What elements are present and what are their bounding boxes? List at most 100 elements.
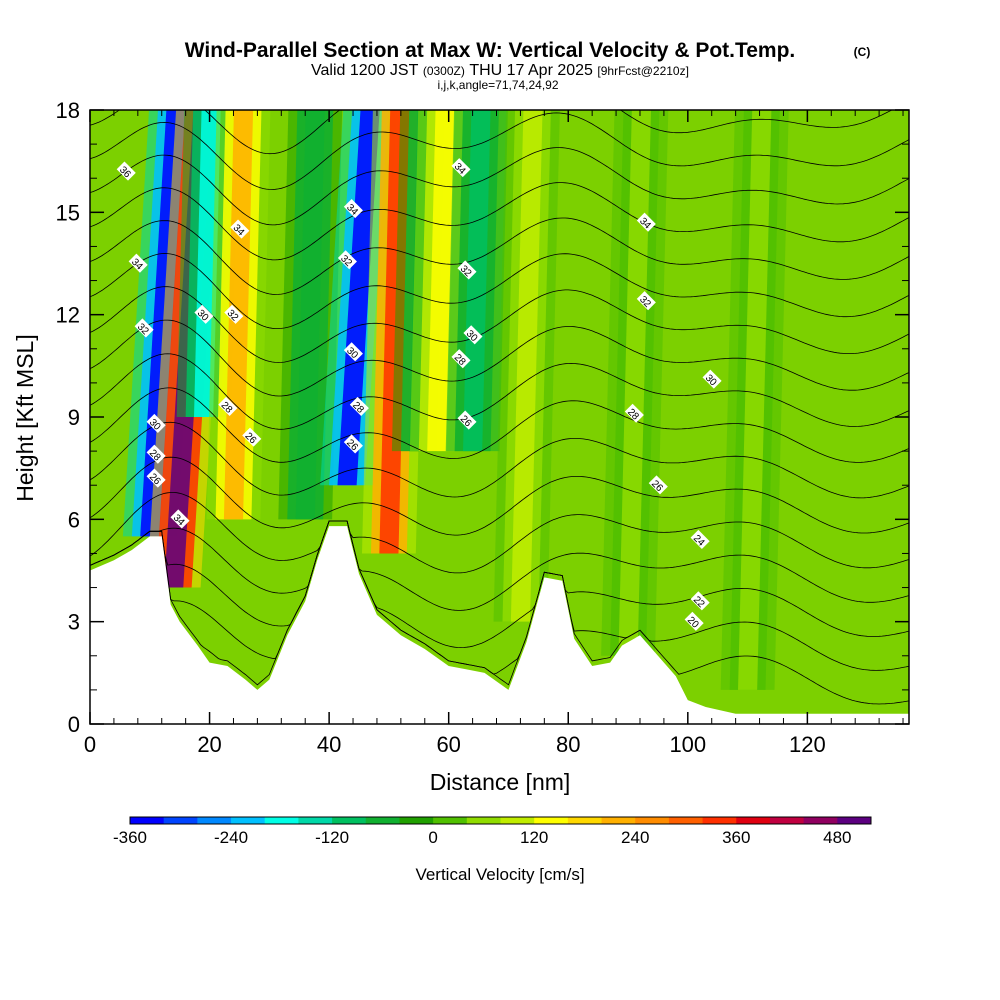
colorbar-tick-label: 120	[520, 828, 548, 847]
contour-label-bg	[624, 403, 644, 423]
y-tick-label: 18	[56, 98, 80, 123]
colorbar-swatch	[231, 817, 266, 824]
colorbar-swatch	[130, 817, 165, 824]
contour-label-bg	[690, 529, 710, 549]
contour-label-bg	[636, 291, 656, 311]
theta-contour	[90, 110, 893, 155]
contour-label-bg	[702, 369, 722, 389]
y-axis-label: Height [Kft MSL]	[12, 334, 38, 501]
copyright-mark: (C)	[854, 45, 871, 59]
x-axis-label: Distance [nm]	[430, 769, 571, 795]
contour-label-bg	[684, 611, 704, 631]
terrain	[90, 526, 909, 724]
colorbar-tick-label: 480	[823, 828, 851, 847]
theta-contours	[90, 110, 909, 705]
theta-contour	[90, 520, 909, 675]
contour-label-bg	[457, 260, 477, 280]
theta-contour	[90, 319, 909, 397]
colorbar-tick-label: -360	[113, 828, 147, 847]
colorbar-swatch	[702, 817, 737, 824]
theta-contour	[90, 387, 909, 463]
colorbar-title: Vertical Velocity [cm/s]	[415, 865, 584, 884]
theta-contour	[90, 217, 909, 295]
contour-labels: 3634323028263434323028263432302826343230…	[116, 158, 722, 631]
theta-contour	[90, 353, 909, 430]
colorbar-swatch	[500, 817, 535, 824]
velocity-band	[337, 110, 380, 486]
contour-label-bg	[690, 591, 710, 611]
contour-label-bg	[451, 158, 471, 178]
contour-label-bg	[457, 410, 477, 430]
contour-label-bg	[349, 396, 369, 416]
contour-label-bg	[146, 444, 166, 464]
colorbar-labels: -360 -240 -120 0 120 240 360 480	[113, 828, 852, 847]
velocity-bands	[122, 110, 789, 690]
colorbar-tick-label: 360	[722, 828, 750, 847]
chart-title: Wind-Parallel Section at Max W: Vertical…	[185, 39, 796, 62]
contour-label-bg	[343, 434, 363, 454]
colorbar	[129, 816, 872, 825]
colorbar-swatch	[433, 817, 468, 824]
contour-label-bg	[146, 413, 166, 434]
velocity-band	[738, 110, 772, 690]
y-tick-label: 0	[68, 712, 80, 737]
contour-label-bg	[194, 304, 214, 324]
colorbar-swatch	[466, 817, 501, 824]
colorbar-swatch	[601, 817, 636, 824]
theta-contour	[90, 147, 909, 226]
x-tick-label: 120	[789, 732, 826, 757]
colorbar-tick-label: -240	[214, 828, 248, 847]
theta-contour	[90, 492, 909, 574]
contour-label-bg	[230, 219, 250, 239]
theta-contour	[90, 456, 909, 536]
x-tick-label: 40	[317, 732, 341, 757]
contour-label-bg	[170, 509, 190, 529]
velocity-band	[510, 110, 543, 622]
chart-index-line: i,j,k,angle=71,74,24,92	[437, 78, 558, 92]
contour-label-bg	[128, 253, 148, 273]
velocity-band	[618, 110, 651, 656]
colorbar-swatch	[837, 817, 872, 824]
contour-label-bg	[636, 212, 656, 232]
y-tick-label: 9	[68, 405, 80, 430]
colorbar-swatch	[635, 817, 670, 824]
theta-contour	[90, 520, 909, 649]
colorbar-swatch	[332, 817, 367, 824]
x-tick-label: 60	[436, 732, 460, 757]
contour-label-bg	[146, 468, 166, 488]
y-tick-label: 15	[56, 200, 80, 225]
y-tick-label: 3	[68, 610, 80, 635]
velocity-band	[463, 110, 491, 452]
x-tick-label: 80	[556, 732, 580, 757]
chart-subtitle: Valid 1200 JST (0300Z) THU 17 Apr 2025 […	[311, 62, 689, 79]
colorbar-swatch	[769, 817, 805, 824]
contour-label-bg	[451, 349, 471, 369]
contour-label-bg	[134, 318, 154, 338]
colorbar-swatch	[298, 817, 333, 824]
velocity-band	[295, 110, 325, 520]
theta-contour	[90, 520, 909, 705]
theta-contour	[90, 112, 909, 190]
theta-contour	[90, 182, 909, 261]
contour-label-bg	[116, 161, 136, 181]
x-axis: 0 20 40 60 80 100 120	[84, 110, 904, 757]
contour-label-bg	[463, 325, 483, 345]
y-tick-label: 12	[56, 303, 80, 328]
contour-label-bg	[218, 396, 238, 416]
contour-label-bg	[343, 342, 363, 362]
contour-label-bg	[242, 427, 262, 447]
contour-label-bg	[337, 250, 357, 270]
colorbar-swatch	[534, 817, 569, 824]
colorbar-swatch	[668, 817, 704, 824]
theta-contour	[90, 421, 909, 499]
contour-label-bg	[224, 304, 244, 324]
theta-contour	[90, 253, 909, 329]
x-tick-label: 0	[84, 732, 96, 757]
x-tick-label: 100	[669, 732, 706, 757]
colorbar-swatch	[197, 817, 232, 824]
colorbar-swatch	[365, 817, 400, 824]
contour-label-bg	[648, 475, 668, 495]
contour-label-bg	[343, 199, 363, 219]
colorbar-frame	[129, 816, 872, 825]
